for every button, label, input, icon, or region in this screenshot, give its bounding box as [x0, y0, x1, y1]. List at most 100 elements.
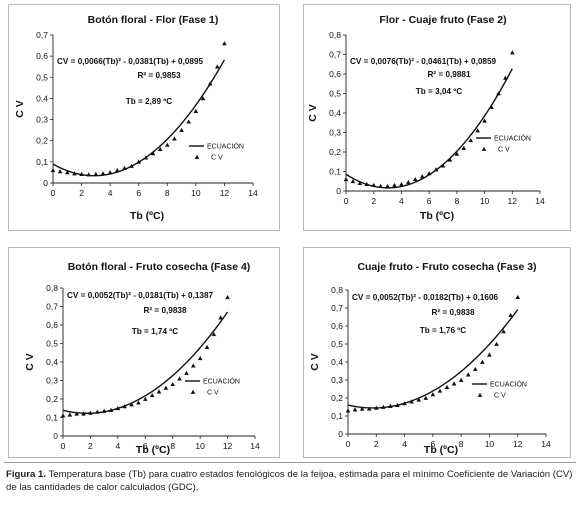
y-tick-label-4-2: 0,2	[331, 393, 343, 403]
data-point-1-18	[179, 127, 184, 132]
data-point-4-19	[480, 359, 485, 364]
data-point-3-20	[197, 356, 203, 361]
data-point-3-0	[60, 413, 66, 418]
data-point-2-12	[426, 171, 432, 176]
data-point-3-2	[74, 411, 80, 416]
x-tick-label-1-2: 4	[108, 188, 113, 198]
caption-rule	[4, 462, 576, 463]
y-tick-label-4-1: 0,1	[331, 411, 343, 421]
r2-label-3: R² = 0,9838	[143, 306, 186, 315]
data-point-4-23	[508, 312, 513, 318]
data-point-3-4	[88, 410, 93, 415]
x-tick-label-1-5: 10	[191, 188, 201, 198]
x-tick-label-1-6: 12	[220, 188, 230, 198]
data-point-1-7	[100, 171, 106, 176]
data-point-4-10	[416, 397, 422, 402]
x-tick-label-1-4: 8	[165, 188, 170, 198]
x-tick-label-3-0: 0	[61, 441, 66, 451]
tb-label-1: Tb = 2,89 ºC	[126, 97, 173, 106]
data-point-4-24	[515, 294, 521, 300]
data-point-1-23	[214, 64, 220, 69]
data-point-1-10	[122, 165, 127, 171]
data-point-4-15	[451, 381, 457, 386]
data-point-2-24	[509, 50, 515, 55]
data-point-1-2	[64, 170, 70, 175]
x-axis-label-2: Tb (ºC)	[420, 210, 454, 222]
equation-label-3: CV = 0,0052(Tb)² - 0,0181(Tb) + 0,1387	[67, 291, 214, 300]
legend-line-label-1: ECUACIÓN	[207, 142, 244, 151]
data-point-3-6	[101, 408, 107, 413]
data-point-2-13	[433, 167, 439, 172]
tb-label-4: Tb = 1,76 ºC	[420, 326, 467, 335]
y-tick-label-2-2: 0,2	[329, 147, 341, 157]
tb-label-2: Tb = 3,04 ºC	[416, 87, 463, 96]
data-point-4-14	[444, 384, 450, 390]
x-tick-label-3-4: 8	[170, 441, 175, 451]
data-point-2-6	[385, 183, 390, 188]
y-tick-label-2-4: 0,4	[329, 108, 341, 118]
data-point-2-16	[454, 151, 460, 156]
data-point-1-4	[79, 171, 84, 176]
data-point-1-24	[222, 41, 227, 46]
legend-point-label-3: C V	[207, 390, 219, 397]
data-point-3-10	[129, 402, 134, 407]
x-tick-label-1-7: 14	[248, 188, 258, 198]
y-axis-label-2: C V	[307, 104, 319, 122]
data-point-2-14	[440, 163, 446, 168]
y-tick-label-3-3: 0,3	[46, 376, 58, 386]
data-point-3-15	[163, 385, 169, 390]
data-point-3-18	[184, 370, 189, 375]
legend-line-label-4: ECUACIÓN	[490, 380, 527, 389]
r2-label-4: R² = 0,9838	[431, 308, 474, 317]
data-point-2-5	[378, 183, 383, 188]
x-axis-label-4: Tb (ºC)	[424, 444, 458, 456]
data-point-3-23	[218, 315, 224, 320]
y-axis-label-4: C V	[309, 353, 321, 371]
data-point-3-24	[225, 294, 230, 300]
caption-label: Figura 1.	[6, 469, 46, 480]
x-tick-label-2-7: 14	[535, 196, 545, 206]
x-tick-label-2-5: 10	[480, 196, 490, 206]
y-axis-label-1: C V	[14, 100, 26, 118]
x-tick-label-3-5: 10	[195, 441, 205, 451]
legend-point-label-4: C V	[494, 393, 506, 400]
chart-panel-1: Botón floral - Flor (Fase 1) 0 2 4 6 8 10 12 14 0…	[8, 4, 280, 231]
data-point-2-1	[350, 178, 356, 184]
x-tick-label-4-5: 10	[485, 439, 495, 449]
r2-label-1: R² = 0,9853	[137, 71, 180, 80]
y-tick-label-4-6: 0,6	[331, 321, 343, 331]
y-tick-label-4-8: 0,8	[331, 285, 343, 295]
y-tick-label-2-8: 0,8	[329, 30, 341, 40]
data-point-4-5	[381, 404, 386, 409]
chart-svg-1: Botón floral - Flor (Fase 1) 0 2 4 6 8 10 12 14 0…	[14, 14, 258, 222]
data-point-1-15	[157, 146, 163, 152]
data-point-3-3	[81, 411, 86, 416]
data-point-2-0	[343, 177, 349, 182]
y-tick-label-2-6: 0,6	[329, 69, 341, 79]
data-point-1-8	[107, 170, 113, 175]
legend-point-label-1: C V	[211, 155, 223, 162]
chart-panel-2: Flor - Cuaje fruto (Fase 2) 0 2 4 6 8 10 12 14 0 0…	[303, 4, 571, 231]
data-point-1-1	[57, 169, 63, 174]
y-tick-label-3-0: 0	[53, 431, 58, 441]
data-point-4-17	[465, 372, 471, 377]
y-tick-label-4-5: 0,5	[331, 339, 343, 349]
data-point-4-22	[501, 329, 506, 334]
x-tick-label-4-0: 0	[346, 439, 351, 449]
data-point-3-16	[170, 381, 176, 387]
y-tick-label-1-6: 0,6	[36, 51, 48, 61]
data-point-4-11	[423, 395, 429, 400]
x-tick-label-4-2: 4	[402, 439, 407, 449]
legend-point-swatch-2	[481, 146, 487, 151]
data-point-4-18	[472, 366, 478, 372]
data-point-4-13	[437, 388, 443, 393]
data-point-4-20	[487, 352, 492, 357]
y-tick-label-1-0: 0	[43, 178, 48, 188]
data-point-3-7	[108, 407, 114, 412]
data-point-4-8	[402, 401, 407, 406]
x-tick-label-1-3: 6	[136, 188, 141, 198]
data-point-1-9	[114, 168, 120, 173]
data-point-3-11	[136, 400, 141, 405]
y-tick-label-3-6: 0,6	[46, 320, 58, 330]
y-tick-label-1-2: 0,2	[36, 136, 48, 146]
